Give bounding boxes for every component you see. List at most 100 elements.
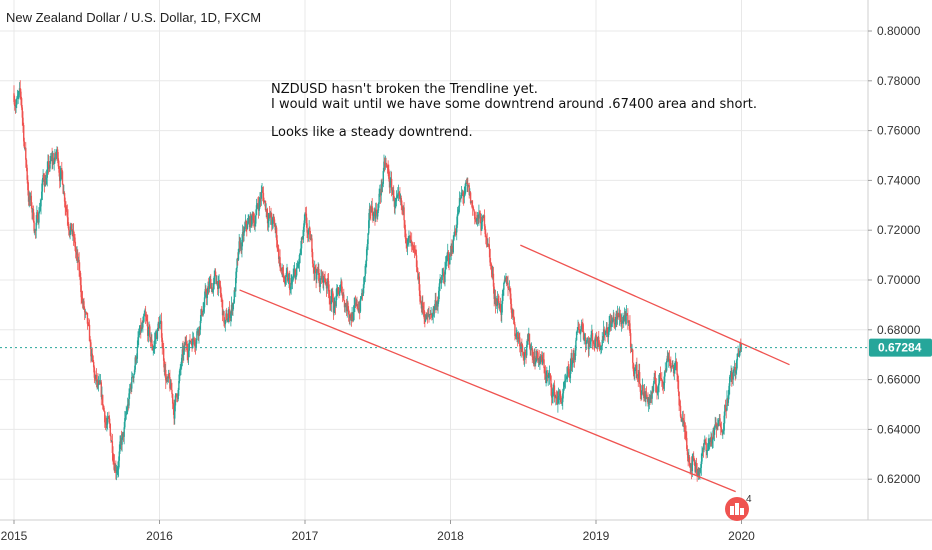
candle-body <box>605 330 607 335</box>
candle-body <box>426 314 428 320</box>
candle-body <box>551 395 554 398</box>
candle-body <box>427 313 430 316</box>
candle-body <box>552 392 554 396</box>
candle-body <box>246 224 249 229</box>
candle-body <box>86 312 89 324</box>
candle-body <box>79 270 81 273</box>
candle-body <box>583 337 585 340</box>
candle-body <box>557 395 560 398</box>
candle-body <box>162 347 164 349</box>
candle-body <box>422 302 424 306</box>
candle-body <box>104 422 107 424</box>
candle-body <box>27 179 29 191</box>
candle-body <box>541 359 544 364</box>
candle-body <box>214 271 217 276</box>
candle-body <box>170 383 172 390</box>
candle-body <box>686 448 689 456</box>
candle-body <box>657 385 660 392</box>
candle-body <box>568 371 570 374</box>
y-tick-label: 0.76000 <box>877 124 921 138</box>
candle-body <box>243 231 245 236</box>
candle-body <box>602 329 605 341</box>
candle-body <box>712 430 714 441</box>
candle-body <box>660 378 662 380</box>
candle-body <box>33 221 35 232</box>
candle-body <box>312 263 315 268</box>
candle-body <box>67 217 69 224</box>
candle-body <box>118 451 121 461</box>
candle-body <box>419 290 421 302</box>
candle-body <box>22 117 24 126</box>
candle-body <box>55 154 57 156</box>
candle-body <box>574 350 576 360</box>
candle-body <box>294 269 296 279</box>
candle-body <box>202 310 204 316</box>
candle-body <box>50 159 52 161</box>
candle-body <box>339 286 342 292</box>
candle-body <box>97 380 99 386</box>
candle-body <box>642 384 644 395</box>
candle-body <box>323 276 326 279</box>
candle-body <box>415 255 418 268</box>
candle-body <box>408 237 410 239</box>
candle-body <box>293 272 295 277</box>
candle-body <box>252 213 254 221</box>
candle-body <box>546 374 549 378</box>
candle-body <box>295 275 297 279</box>
candle-body <box>619 313 621 321</box>
tradingview-logo-icon[interactable]: 4 <box>725 494 752 521</box>
candle-body <box>142 322 144 328</box>
candle-body <box>32 209 35 222</box>
candle-body <box>311 238 313 253</box>
candle-body <box>193 337 195 342</box>
candle-body <box>681 419 683 422</box>
candle-body <box>440 280 443 284</box>
candle-body <box>584 337 587 345</box>
candle-body <box>131 377 133 389</box>
candle-body <box>180 366 182 368</box>
candle-body <box>480 222 483 231</box>
candle-body <box>496 298 499 306</box>
candle-body <box>415 252 417 256</box>
candle-body <box>603 329 606 335</box>
annotation-line-1: NZDUSD hasn't broken the Trendline yet. <box>271 82 538 97</box>
candle-body <box>264 200 267 211</box>
candle-body <box>326 279 328 289</box>
candle-body <box>548 376 550 377</box>
candle-body <box>562 393 564 403</box>
candle-body <box>530 348 532 351</box>
candle-body <box>388 169 390 179</box>
candle-body <box>112 452 114 462</box>
candle-body <box>74 237 76 247</box>
candle-body <box>135 358 138 360</box>
candle-body <box>327 279 329 282</box>
candle-body <box>46 169 48 178</box>
candle-body <box>549 373 551 377</box>
candle-body <box>383 161 386 165</box>
candle-body <box>520 343 522 350</box>
candle-body <box>486 240 488 246</box>
candle-body <box>716 424 718 430</box>
time-axis[interactable]: 2015 2016 2017 2018 2019 2020 <box>1 520 756 543</box>
candle-body <box>111 441 114 453</box>
candle-body <box>726 398 728 411</box>
candle-body <box>154 338 157 341</box>
candle-body <box>78 259 80 271</box>
candle-body <box>302 226 305 237</box>
candle-body <box>664 370 666 373</box>
candle-body <box>298 254 301 264</box>
annotation-note[interactable]: NZDUSD hasn't broken the Trendline yet. … <box>271 82 757 140</box>
candle-body <box>284 276 287 285</box>
candle-body <box>327 281 330 292</box>
candle-body <box>188 340 190 351</box>
candle-body <box>645 394 648 398</box>
candle-body <box>412 244 414 246</box>
candle-body <box>142 316 145 323</box>
candle-body <box>674 366 676 368</box>
price-axis[interactable]: 0.80000 0.78000 0.76000 0.74000 0.72000 0.700… <box>868 24 921 486</box>
candle-body <box>540 355 542 357</box>
trendline-group <box>239 244 790 493</box>
candle-body <box>517 336 520 340</box>
candle-body <box>521 345 524 352</box>
